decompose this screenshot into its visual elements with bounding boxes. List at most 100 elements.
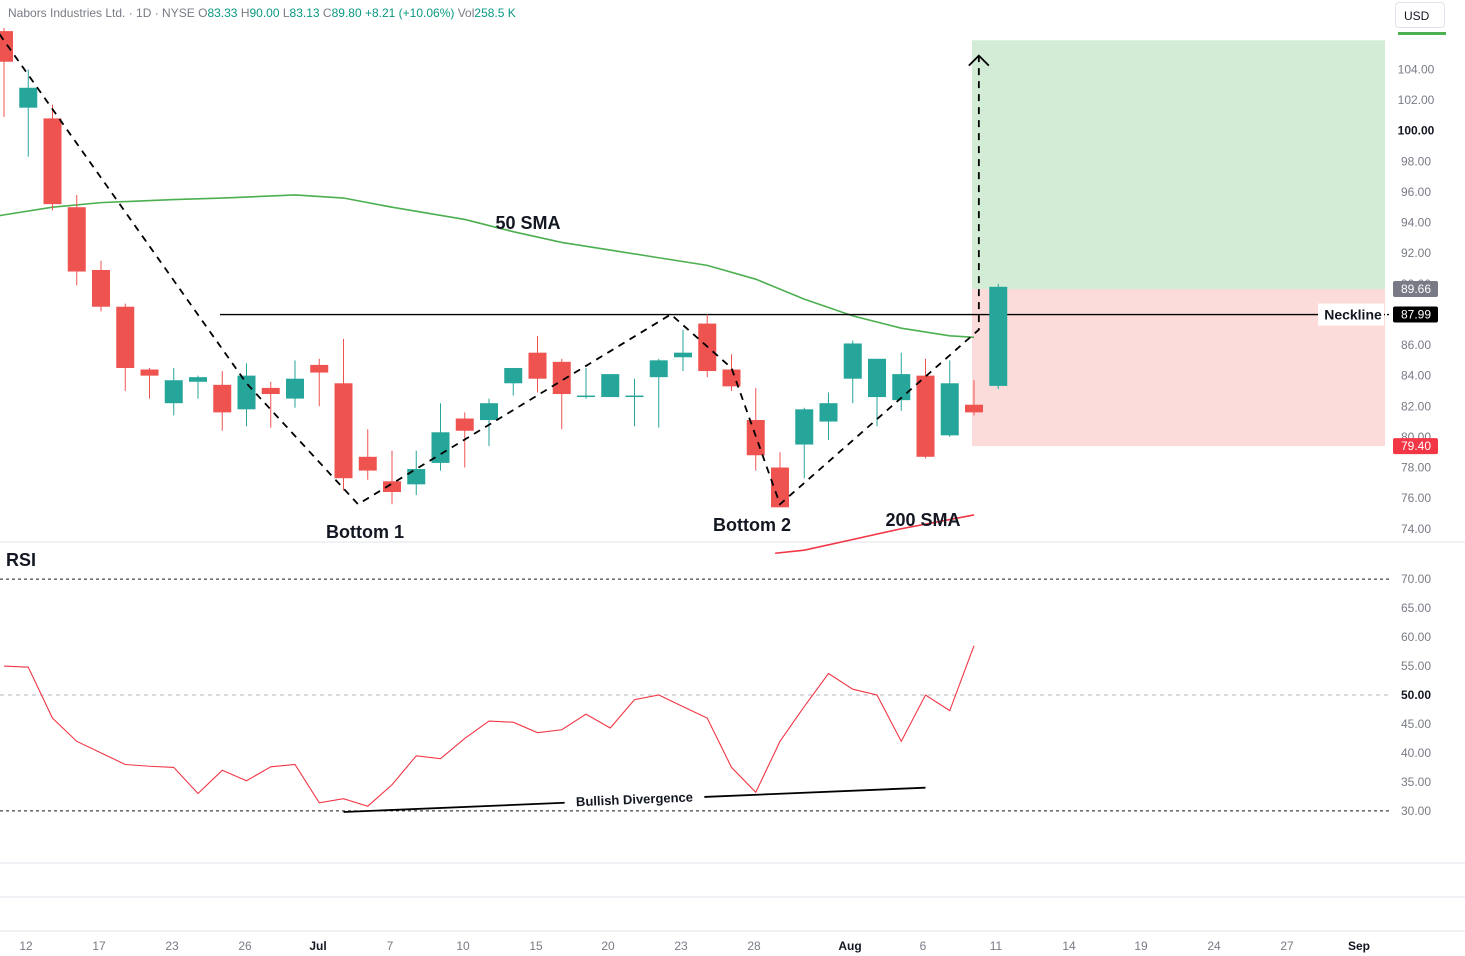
candle-body (989, 286, 1008, 386)
price-tick-label: 96.00 (1401, 185, 1431, 199)
time-tick-label: 14 (1062, 939, 1076, 953)
price-tick-label: 76.00 (1401, 491, 1431, 505)
candle (965, 380, 983, 416)
candle (19, 69, 38, 157)
price-tick-label: 84.00 (1401, 369, 1431, 383)
candle (92, 260, 110, 312)
time-tick-label: 19 (1134, 939, 1148, 953)
candle-body (504, 367, 523, 384)
neckline-label: Neckline (1324, 307, 1382, 323)
projection-arrowhead (968, 54, 990, 67)
time-tick-label: Jul (309, 939, 326, 953)
price-tick-label: 98.00 (1401, 154, 1431, 168)
candle (140, 367, 159, 399)
candle-body (868, 358, 886, 398)
candle-body (552, 361, 571, 395)
candle (649, 358, 668, 428)
divergence-line (704, 786, 926, 798)
price-tick-label: 92.00 (1401, 246, 1431, 260)
candle (358, 429, 377, 480)
candle-body (189, 377, 207, 382)
candle (334, 338, 353, 491)
candle (989, 283, 1008, 389)
time-tick-label: 27 (1280, 939, 1294, 953)
candle-body (43, 118, 62, 205)
candle (916, 358, 935, 459)
bottom1-label: Bottom 1 (326, 522, 404, 542)
candle-body (577, 395, 595, 398)
high-value: 90.00 (249, 6, 280, 20)
candle-body (795, 409, 814, 445)
rsi-tick-label: 65.00 (1401, 601, 1431, 615)
candle (480, 398, 498, 447)
time-tick-label: Sep (1348, 939, 1370, 953)
divergence-line (343, 801, 565, 813)
candle (116, 303, 135, 391)
open-value: 83.33 (207, 6, 238, 20)
currency-button[interactable]: USD (1395, 2, 1445, 28)
candle (383, 450, 401, 505)
candle-body (237, 375, 256, 410)
candle (310, 358, 329, 407)
candle-body (261, 387, 280, 395)
rsi-tick-label: 40.00 (1401, 746, 1431, 760)
price-tick-label: 78.00 (1401, 461, 1431, 475)
close-price-badge-bg (1393, 280, 1438, 297)
candle (504, 367, 523, 396)
candle (552, 358, 571, 430)
price-tick-label: 74.00 (1401, 522, 1431, 536)
sma200-label: 200 SMA (885, 510, 960, 530)
symbol-name: Nabors Industries Ltd. · 1D · NYSE (8, 6, 195, 20)
time-tick-label: 7 (387, 939, 394, 953)
time-tick-label: 24 (1207, 939, 1221, 953)
candle (0, 28, 13, 117)
close-price-badge: 89.66 (1401, 282, 1431, 296)
candle (625, 378, 644, 427)
rsi-tick-label: 45.00 (1401, 717, 1431, 731)
rsi-tick-label: 50.00 (1401, 688, 1431, 702)
neckline-price-badge-bg (1393, 306, 1438, 323)
time-tick-label: 28 (747, 939, 761, 953)
candle-body (916, 375, 935, 457)
candle-body (528, 352, 547, 379)
candle (746, 387, 765, 471)
stop-price-badge-bg (1393, 438, 1438, 455)
candle-body (92, 269, 110, 307)
candle-body (116, 306, 135, 368)
rsi-tick-label: 70.00 (1401, 572, 1431, 586)
candle (674, 329, 692, 372)
neckline-price-badge: 87.99 (1401, 308, 1431, 322)
divergence-label: Bullish Divergence (576, 789, 694, 809)
candle-body (480, 403, 498, 421)
rsi-tick-label: 60.00 (1401, 630, 1431, 644)
rsi-tick-label: 30.00 (1401, 804, 1431, 818)
candle (940, 360, 959, 437)
time-tick-label: 23 (674, 939, 688, 953)
rsi-line (3, 645, 975, 807)
candle (237, 363, 256, 427)
candle-body (649, 360, 668, 378)
candle (407, 450, 426, 496)
candle-body (455, 418, 474, 431)
time-tick-label: 26 (238, 939, 252, 953)
candle (528, 335, 547, 393)
candle-body (358, 456, 377, 471)
time-tick-label: 6 (920, 939, 927, 953)
low-value: 83.13 (289, 6, 320, 20)
time-tick-label: 15 (529, 939, 543, 953)
price-tick-label: 100.00 (1398, 124, 1435, 138)
candle (819, 392, 838, 440)
candle-body (892, 374, 911, 401)
candle-body (746, 420, 765, 456)
candle-body (771, 467, 789, 508)
candle (843, 340, 862, 404)
candle-body (310, 364, 329, 373)
candle (771, 452, 789, 508)
candle (189, 375, 207, 399)
candle-body (0, 31, 13, 62)
sma50-line (0, 194, 975, 339)
candle (286, 360, 304, 408)
price-tick-label: 102.00 (1398, 93, 1435, 107)
symbol-header: Nabors Industries Ltd. · 1D · NYSE O83.3… (8, 6, 516, 20)
rsi-pane-label: RSI (6, 550, 37, 570)
